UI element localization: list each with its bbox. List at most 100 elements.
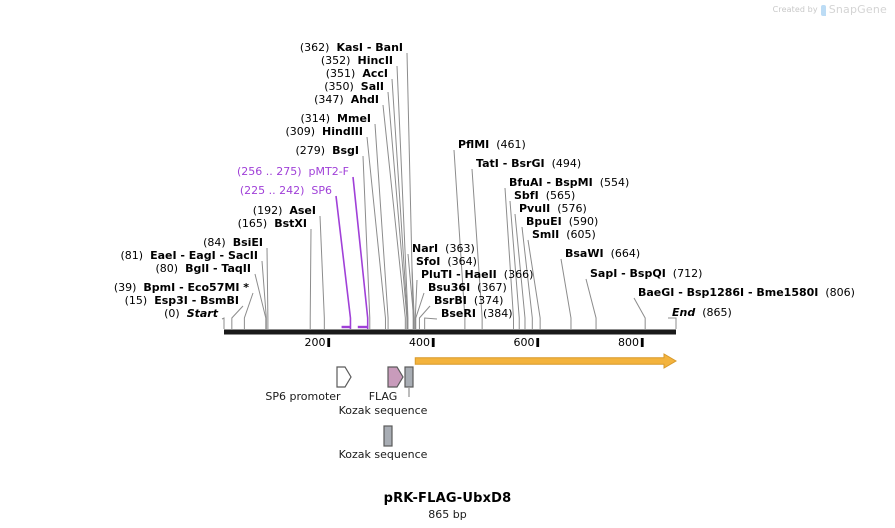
- site-label-bsu36i[interactable]: Bsu36I (367): [428, 282, 507, 294]
- leader-line-bsawi: [560, 258, 572, 329]
- site-position: (225 .. 242): [239, 184, 305, 197]
- site-label-bpmi-eco57mi[interactable]: (39) BpmI - Eco57MI *: [114, 282, 249, 294]
- orf-arrow[interactable]: [414, 353, 677, 369]
- site-label-pmt2f[interactable]: (256 .. 275) pMT2-F: [237, 166, 349, 178]
- feature-caption-sp6-promoter[interactable]: SP6 promoter: [265, 390, 341, 403]
- site-label-bseri[interactable]: BseRI (384): [441, 308, 513, 320]
- site-names: End: [672, 306, 695, 319]
- site-position: (192): [252, 204, 283, 217]
- site-names: BseRI: [441, 307, 476, 320]
- site-position: (351): [325, 67, 356, 80]
- site-label-bpuei[interactable]: BpuEI (590): [526, 216, 598, 228]
- site-label-sfoi[interactable]: SfoI (364): [416, 256, 477, 268]
- site-position: (461): [496, 138, 526, 151]
- site-label-sali[interactable]: (350) SalI: [324, 81, 384, 93]
- feature-caption-flag[interactable]: FLAG: [368, 390, 398, 403]
- feature-kozak-upper[interactable]: [404, 366, 414, 388]
- site-names: PvuII: [519, 202, 550, 215]
- leader-line-esp3i-bsmbi: [231, 305, 244, 329]
- site-name: BsgI: [332, 144, 359, 157]
- site-name: AhdI: [350, 93, 379, 106]
- leader-line-eaei-eagi-sacii: [261, 260, 267, 329]
- site-name: AccI: [362, 67, 388, 80]
- site-position: (590): [568, 215, 599, 228]
- feature-caption-kozak-upper[interactable]: Kozak sequence: [338, 404, 428, 417]
- site-label-baegi-bsp1286i-bme1580i[interactable]: BaeGI - Bsp1286I - Bme1580I (806): [638, 287, 855, 299]
- site-names: MmeI: [337, 112, 371, 125]
- site-label-bgli-taqii[interactable]: (80) BglI - TaqII: [155, 263, 251, 275]
- leader-line-path: [391, 78, 408, 329]
- leader-line-start: [221, 317, 225, 329]
- site-name: BstXI: [274, 217, 307, 230]
- sequence-backbone[interactable]: [224, 329, 676, 335]
- site-names: SalI: [361, 80, 384, 93]
- site-label-pflmi[interactable]: PflMI (461): [458, 139, 526, 151]
- plasmid-name: pRK-FLAG-UbxD8: [383, 491, 512, 506]
- site-name: SP6: [311, 184, 332, 197]
- site-name: BfuAI: [509, 176, 543, 189]
- site-label-bsgi[interactable]: (279) BsgI: [296, 145, 360, 157]
- ruler-tick-600: [536, 338, 540, 347]
- site-names: BaeGI - Bsp1286I - Bme1580I: [638, 286, 818, 299]
- site-name-separator: -: [175, 281, 188, 294]
- leader-line-bpuei: [521, 226, 533, 329]
- site-label-pluti-haeii[interactable]: PluTI - HaeII (366): [421, 269, 533, 281]
- site-label-bsiei[interactable]: (84) BsiEI: [203, 237, 263, 249]
- site-label-pvuii[interactable]: PvuII (576): [519, 203, 587, 215]
- site-label-smli[interactable]: SmlI (605): [532, 229, 596, 241]
- site-label-start[interactable]: (0) Start: [164, 308, 218, 320]
- site-label-bsawi[interactable]: BsaWI (664): [565, 248, 640, 260]
- site-label-asei[interactable]: (192) AseI: [253, 205, 316, 217]
- leader-line-path: [414, 279, 418, 329]
- site-name: SfoI: [416, 255, 441, 268]
- site-label-sbfi[interactable]: SbfI (565): [514, 190, 575, 202]
- site-label-ahdi[interactable]: (347) AhdI: [314, 94, 379, 106]
- site-label-hindiii[interactable]: (309) HindIII: [285, 126, 363, 138]
- site-label-end[interactable]: End (865): [672, 307, 732, 319]
- feature-kozak-lower[interactable]: [383, 425, 393, 447]
- site-name: PluTI: [421, 268, 453, 281]
- leader-line-path: [415, 292, 425, 329]
- site-names: BsiEI: [233, 236, 263, 249]
- site-name: BsiEI: [232, 236, 263, 249]
- site-name-separator: -: [744, 286, 757, 299]
- site-position: (15): [124, 294, 148, 307]
- site-names: SbfI: [514, 189, 539, 202]
- site-name-separator: -: [617, 267, 630, 280]
- feature-caption-kozak-lower[interactable]: Kozak sequence: [338, 448, 428, 461]
- site-label-hincii[interactable]: (352) HincII: [321, 55, 393, 67]
- site-name: SbfI: [514, 189, 539, 202]
- site-name: BsmBI: [200, 294, 239, 307]
- site-name: KasI: [336, 41, 364, 54]
- site-label-acci[interactable]: (351) AccI: [326, 68, 388, 80]
- site-label-esp3i-bsmbi[interactable]: (15) Esp3I - BsmBI: [125, 295, 239, 307]
- site-label-bstxi[interactable]: (165) BstXI: [238, 218, 307, 230]
- feature-sp6-promoter[interactable]: [336, 366, 352, 388]
- feature-flag[interactable]: [387, 366, 404, 388]
- site-label-nari[interactable]: NarI (363): [412, 243, 475, 255]
- leader-line-path: [406, 52, 414, 329]
- site-name: HaeII: [464, 268, 497, 281]
- leader-line-sfoi: [411, 266, 415, 329]
- leader-line-acci: [391, 78, 408, 329]
- site-names: AseI: [289, 204, 316, 217]
- site-label-bsrbi[interactable]: BsrBI (374): [434, 295, 503, 307]
- site-name-separator: -: [176, 249, 189, 262]
- site-label-sapi-bspqi[interactable]: SapI - BspQI (712): [590, 268, 702, 280]
- site-label-eaei-eagi-sacii[interactable]: (81) EaeI - EagI - SacII: [120, 250, 258, 262]
- site-label-kasi-bani[interactable]: (362) KasI - BanI: [300, 42, 403, 54]
- site-position: (576): [557, 202, 587, 215]
- site-name: EaeI: [150, 249, 177, 262]
- leader-line-path: [387, 91, 408, 329]
- site-name: Start: [186, 307, 218, 320]
- site-label-mmei[interactable]: (314) MmeI: [300, 113, 371, 125]
- site-names: BpmI - Eco57MI *: [143, 281, 249, 294]
- site-label-sp6primer[interactable]: (225 .. 242) SP6: [240, 185, 332, 197]
- site-position: (84): [203, 236, 226, 249]
- ruler-tick-200: [327, 338, 331, 347]
- site-label-bfuai-bspmi[interactable]: BfuAI - BspMI (554): [509, 177, 629, 189]
- site-names: BsaWI: [565, 247, 604, 260]
- site-name: PflMI: [458, 138, 490, 151]
- site-label-tati-bsrgi[interactable]: TatI - BsrGI (494): [476, 158, 581, 170]
